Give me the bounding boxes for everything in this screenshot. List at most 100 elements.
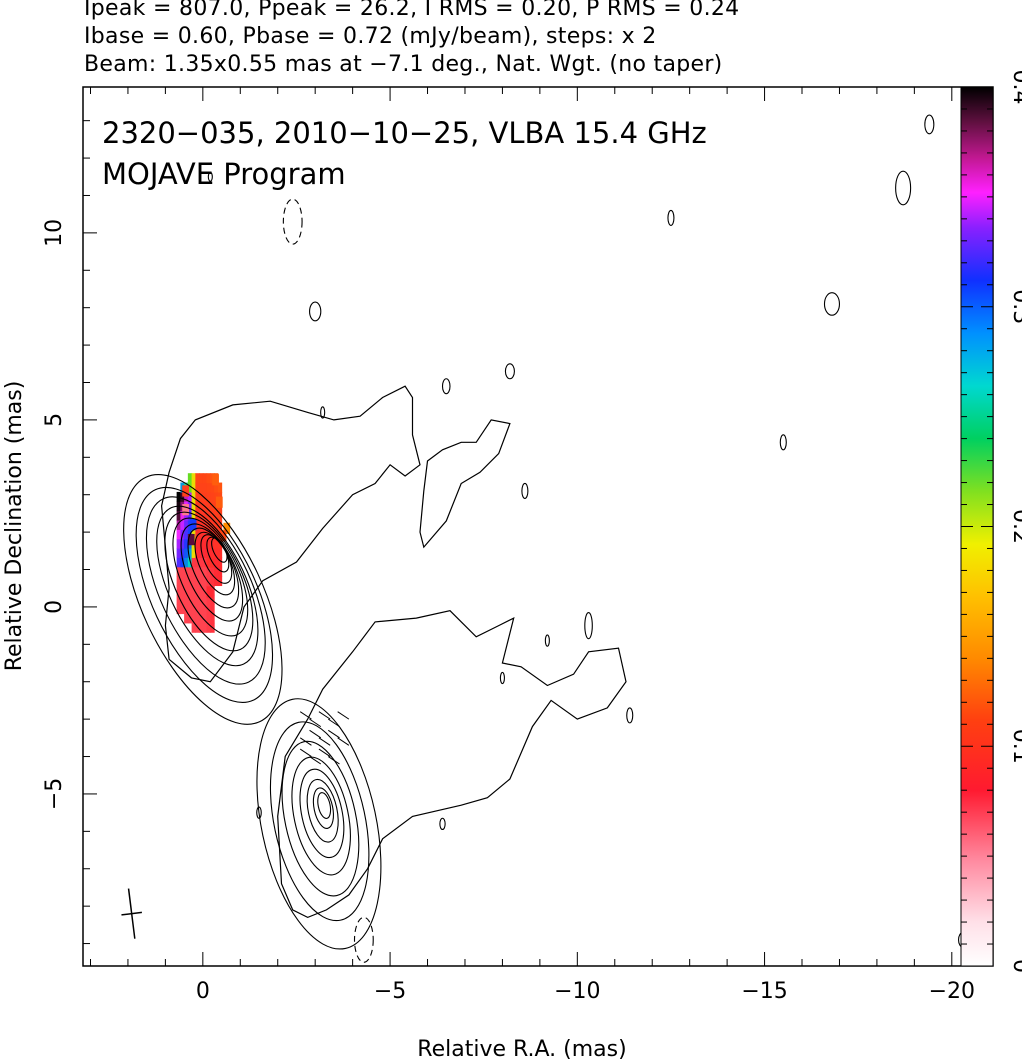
pol-fraction-pixel: [210, 482, 215, 493]
contour-island: [544, 634, 550, 647]
polarization-vector: [309, 718, 322, 728]
pol-fraction-pixel: [184, 519, 189, 530]
contour-layer: [121, 114, 969, 963]
beam-minor-axis: [121, 911, 142, 916]
pol-fraction-pixel: [191, 482, 196, 493]
pol-fraction-pixel: [202, 566, 208, 577]
pol-fraction-pixel: [199, 576, 204, 587]
pol-fraction-pixel: [202, 604, 208, 615]
pol-fraction-pixel: [202, 473, 208, 484]
pol-fraction-pixel: [195, 473, 200, 484]
contour-core-level: [172, 517, 249, 637]
pol-fraction-pixel: [195, 585, 200, 596]
pol-fraction-pixel: [223, 522, 231, 534]
pol-fraction-pixel: [202, 622, 208, 633]
contour-island: [439, 817, 446, 831]
pol-fraction-pixel: [206, 548, 211, 558]
pol-fraction-pixel: [214, 538, 219, 549]
pol-fraction-pixel: [210, 491, 215, 502]
pol-fraction-pixel: [191, 585, 196, 596]
pol-fraction-pixel: [202, 576, 208, 587]
pol-fraction-pixel: [184, 529, 189, 540]
pol-fraction-pixel: [176, 585, 181, 596]
contour-southern-feature-level: [299, 768, 345, 859]
pol-fraction-pixel: [180, 566, 185, 577]
pol-fraction-pixel: [199, 473, 204, 484]
pol-fraction-pixel: [202, 585, 208, 596]
pol-fraction-pixel: [187, 548, 193, 558]
pol-fraction-pixel: [187, 510, 193, 521]
contour-southern-feature-level: [256, 698, 382, 950]
pol-fraction-pixel: [217, 566, 223, 577]
pol-fraction-pixel: [195, 482, 200, 493]
contour-island: [499, 671, 505, 685]
contour-core-level: [123, 474, 283, 725]
pol-fraction-pixel: [199, 566, 204, 577]
pol-fraction-pixel: [187, 501, 193, 512]
x-tick-label: −5: [374, 979, 406, 1004]
pol-fraction-pixel: [195, 566, 200, 577]
pol-fraction-pixel: [184, 510, 189, 521]
contour-core-level: [164, 511, 254, 652]
pol-fraction-pixel: [187, 566, 193, 577]
pol-fraction-pixel: [199, 604, 204, 615]
colorbar-tick-label: 0.3: [1008, 289, 1022, 324]
pol-fraction-pixel: [206, 622, 211, 633]
pol-fraction-pixel: [191, 501, 196, 512]
polarization-vector: [318, 737, 331, 746]
pol-fraction-pixel: [176, 576, 181, 587]
contour-island: [823, 292, 841, 316]
pol-fraction-pixel: [191, 510, 196, 521]
pol-fraction-pixel: [180, 548, 185, 558]
contour-core-level: [211, 537, 228, 563]
contour-core-level: [187, 527, 240, 609]
polarization-vector: [328, 729, 340, 739]
contour-island: [504, 363, 515, 380]
contour-island: [667, 209, 675, 226]
colorbar-ticks: 0 0.1 0.2 0.3 0.4: [961, 70, 1022, 973]
y-tick-label: 5: [42, 413, 67, 427]
pol-fraction-pixel: [202, 529, 208, 540]
chart-title: 2320−035, 2010−10−25, VLBA 15.4 GHz: [102, 116, 707, 150]
contour-island: [441, 378, 451, 395]
pol-fraction-pixel: [214, 482, 219, 493]
header-line-2: Ibase = 0.60, Pbase = 0.72 (mJy/beam), s…: [84, 24, 657, 49]
pol-fraction-pixel: [199, 529, 204, 540]
polarization-vector: [337, 711, 350, 720]
pol-fraction-pixel: [182, 485, 189, 497]
pol-fraction-pixel: [202, 548, 208, 558]
pol-fraction-pixel: [206, 594, 211, 605]
pol-fraction-pixel: [195, 529, 200, 540]
pol-fraction-pixel: [176, 538, 181, 549]
contour-southern-feature-level: [291, 756, 351, 876]
pol-fraction-pixel: [180, 604, 185, 615]
pol-fraction-pixel: [176, 604, 181, 615]
pol-fraction-pixel: [180, 538, 185, 549]
pol-fraction-pixel: [182, 504, 189, 516]
chart-subtitle: MOJAVE Program: [102, 157, 346, 191]
polarization-vector: [299, 737, 312, 746]
pol-fraction-pixel: [206, 566, 211, 577]
pol-fraction-pixel: [176, 594, 181, 605]
pol-fraction-pixel: [176, 557, 181, 568]
x-tick-label: −20: [929, 979, 975, 1004]
pol-fraction-pixel: [184, 613, 189, 624]
pol-fraction-pixel: [202, 594, 208, 605]
axes: 0 −5 −10 −15 −20 10 5 0 −5: [42, 87, 990, 1004]
pol-fraction-pixel: [191, 604, 196, 615]
pol-fraction-pixel: [187, 613, 193, 624]
contour-island: [779, 434, 787, 451]
pol-fraction-pixel: [195, 548, 200, 558]
polarization-vector: [299, 748, 312, 757]
pol-fraction-pixel: [202, 482, 208, 493]
contour-southern-feature-level: [269, 721, 370, 922]
pol-fraction-pixel: [206, 613, 211, 624]
negative-contour: [282, 198, 303, 245]
pol-fraction-pixel: [187, 585, 193, 596]
pol-fraction-pixel: [215, 496, 223, 508]
x-tick-label: −10: [554, 979, 600, 1004]
contour-core-level: [180, 523, 244, 622]
pol-fraction-pixel: [189, 519, 197, 531]
pol-fraction-pixel: [176, 529, 181, 540]
pol-fraction-pixel: [214, 548, 219, 558]
